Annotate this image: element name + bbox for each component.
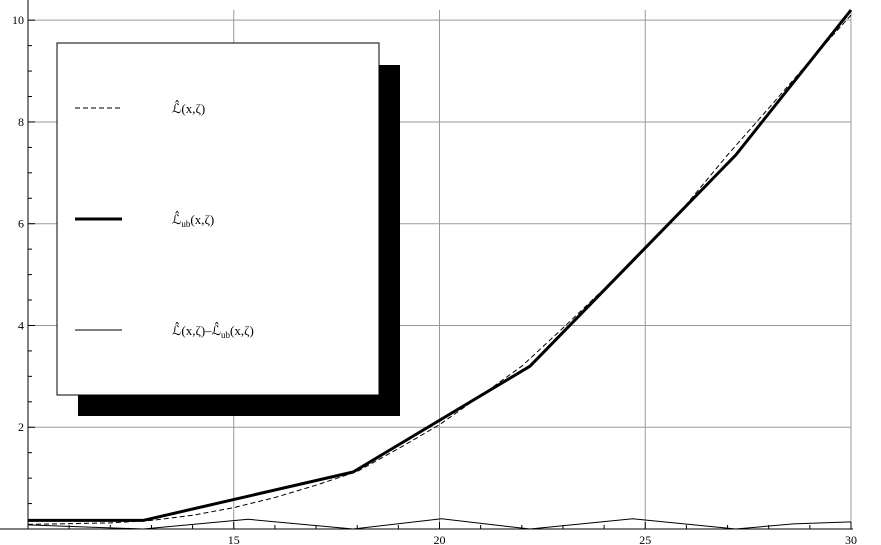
series-layer <box>27 9 853 530</box>
x-tick-label: 30 <box>845 533 857 545</box>
x-tick-label: 15 <box>228 533 240 545</box>
legend-label-0: ℒ̂(x,ζ) <box>172 101 205 116</box>
legend: ℒ̂(x,ζ) ℒ̂ub(x,ζ) ℒ̂(x,ζ)–ℒ̂ub(x,ζ) <box>56 42 400 416</box>
series-line-1 <box>28 9 853 522</box>
series-line-2 <box>27 518 852 530</box>
x-tick-label: 25 <box>639 533 651 545</box>
legend-label-2: ℒ̂(x,ζ)–ℒ̂ub(x,ζ) <box>172 323 254 340</box>
y-tick-label: 8 <box>18 115 24 129</box>
series-line-0 <box>27 14 852 525</box>
y-tick-label: 2 <box>18 420 24 434</box>
y-tick-label: 6 <box>18 217 24 231</box>
y-tick-label: 10 <box>12 13 24 27</box>
legend-label-1: ℒ̂ub(x,ζ) <box>172 212 214 229</box>
x-tick-label: 20 <box>434 533 446 545</box>
y-tick-label: 4 <box>18 318 24 332</box>
